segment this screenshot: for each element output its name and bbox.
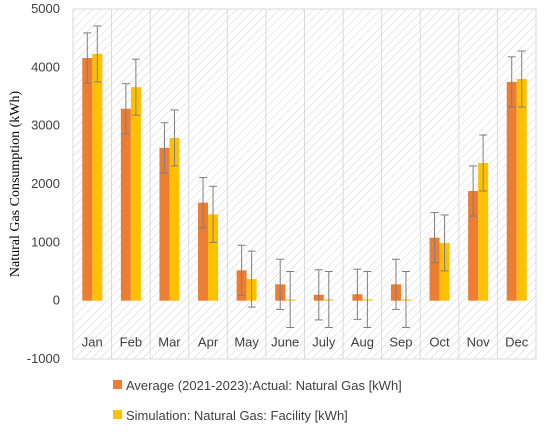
- x-tick-label: Aug: [351, 335, 374, 350]
- bar: [506, 81, 517, 301]
- x-tick-label: Nov: [467, 335, 491, 350]
- bar: [208, 214, 219, 301]
- y-tick-label: 3000: [31, 118, 60, 133]
- x-tick-label: Apr: [198, 335, 219, 350]
- bar: [130, 87, 141, 301]
- error-bars: [83, 25, 526, 328]
- bar: [92, 53, 103, 301]
- x-tick-label: May: [234, 335, 259, 350]
- legend: Average (2021-2023):Actual: Natural Gas …: [113, 378, 402, 423]
- x-tick-label: Mar: [158, 335, 181, 350]
- y-tick-label: 0: [53, 293, 60, 308]
- x-tick-label: Jan: [82, 335, 103, 350]
- y-tick-label: 4000: [31, 59, 60, 74]
- x-tick-label: Sep: [389, 335, 412, 350]
- grid-lines: [111, 9, 498, 359]
- y-axis-ticks: -1000 0 1000 2000 3000 4000 5000: [27, 1, 60, 366]
- bar: [429, 237, 440, 301]
- bar: [468, 191, 479, 301]
- legend-entry: Simulation: Natural Gas: Facility [kWh]: [126, 408, 348, 423]
- bar: [439, 242, 450, 301]
- y-tick-label: 5000: [31, 1, 60, 16]
- bar: [198, 202, 209, 301]
- x-axis-ticks: Jan Feb Mar Apr May June July Aug Sep Oct Nov Dec: [82, 335, 529, 350]
- legend-swatch: [113, 410, 122, 419]
- legend-entry: Average (2021-2023):Actual: Natural Gas …: [126, 378, 402, 393]
- x-tick-label: July: [312, 335, 336, 350]
- bar: [82, 58, 93, 301]
- y-tick-label: 2000: [31, 176, 60, 191]
- bar: [478, 163, 489, 301]
- bar: [516, 79, 527, 301]
- bar: [169, 137, 180, 301]
- y-tick-label: -1000: [27, 351, 60, 366]
- x-tick-label: Feb: [120, 335, 142, 350]
- x-tick-label: Dec: [505, 335, 529, 350]
- y-tick-label: 1000: [31, 234, 60, 249]
- y-axis-title: Natural Gas Consumption (kWh): [8, 91, 23, 278]
- x-tick-label: June: [271, 335, 299, 350]
- legend-swatch: [113, 380, 122, 389]
- bar: [159, 147, 170, 301]
- x-tick-label: Oct: [429, 335, 450, 350]
- bar: [120, 108, 131, 301]
